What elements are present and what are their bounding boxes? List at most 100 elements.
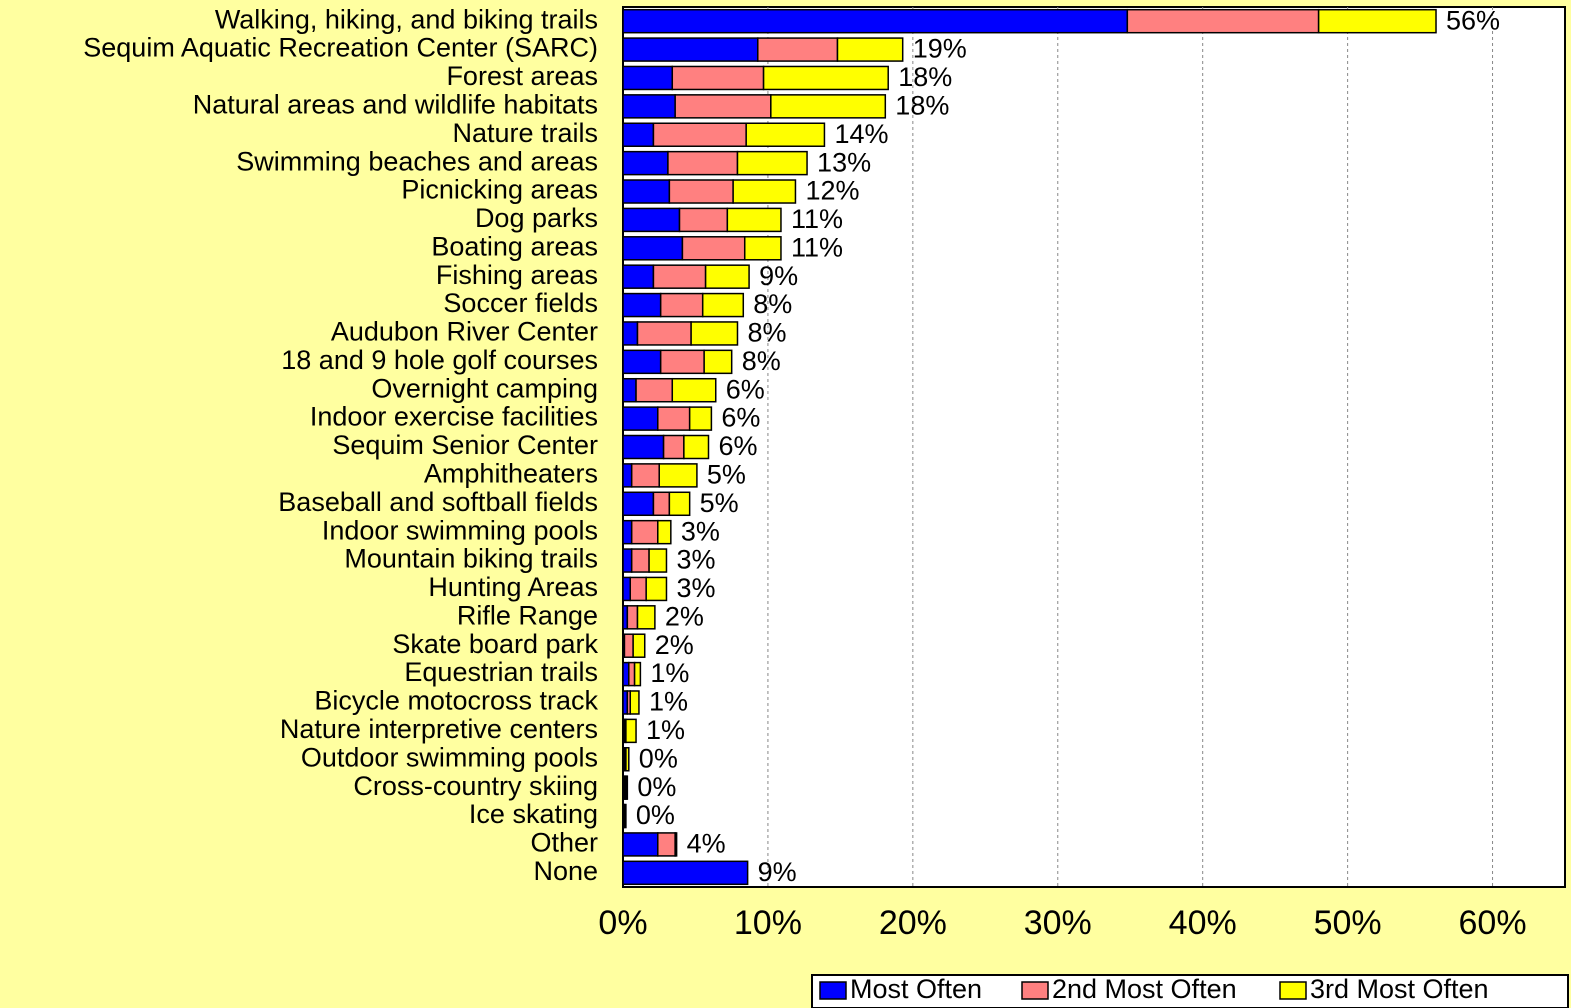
bar-segment — [622, 65, 674, 91]
y-tick-label: Skate board park — [392, 629, 598, 659]
bar-segment — [622, 491, 655, 517]
y-tick-label: Ice skating — [469, 799, 598, 829]
total-label: 8% — [742, 346, 781, 376]
y-tick-label: Natural areas and wildlife habitats — [193, 89, 598, 119]
total-label: 13% — [817, 147, 871, 177]
bar-segment — [657, 519, 672, 545]
total-label: 1% — [646, 715, 685, 745]
total-label: 5% — [700, 488, 739, 518]
bar-segment — [622, 236, 684, 261]
bar-segment — [629, 690, 640, 715]
bar-segment — [683, 434, 710, 460]
bar-segment — [622, 264, 655, 289]
bar-segment — [622, 548, 633, 573]
y-tick-label: Other — [530, 828, 598, 858]
bar-segment — [668, 179, 734, 204]
bar-segment — [628, 661, 636, 687]
bar-segment — [743, 236, 782, 261]
y-tick-label: Mountain biking trails — [344, 544, 598, 574]
bar-segment — [704, 264, 750, 289]
x-tick-label: 0% — [598, 904, 647, 942]
legend-swatch — [1279, 981, 1307, 1000]
total-label: 11% — [791, 232, 843, 262]
total-label: 8% — [747, 318, 786, 348]
x-tick-label: 30% — [1024, 904, 1092, 942]
y-tick-label: Cross-country skiing — [353, 771, 598, 801]
bar-segment — [770, 94, 887, 119]
total-label: 3% — [676, 545, 715, 575]
bar-segment — [836, 37, 904, 62]
bar-segment — [674, 94, 772, 119]
y-tick-label: Sequim Senior Center — [332, 430, 598, 460]
bar-segment — [659, 349, 705, 375]
bar-segment — [736, 150, 808, 176]
bar-segment — [635, 377, 674, 403]
total-label: 19% — [913, 34, 967, 64]
bar-segment — [630, 463, 660, 488]
bar-segment — [745, 122, 826, 147]
legend-swatch — [819, 981, 847, 1000]
total-label: 9% — [758, 857, 797, 887]
bar-segment — [636, 321, 692, 346]
legend-label: Most Often — [850, 974, 982, 1004]
bar-segment — [623, 633, 634, 658]
bar-segment — [622, 519, 633, 545]
y-tick-label: Baseball and softball fields — [278, 487, 598, 517]
y-tick-label: None — [533, 856, 598, 886]
bar-segment — [622, 94, 676, 119]
total-label: 6% — [721, 403, 760, 433]
bar-segment — [622, 406, 659, 431]
total-label: 12% — [805, 176, 859, 206]
bar-segment — [681, 236, 746, 261]
bar-segment — [636, 605, 656, 630]
bar-segment — [671, 377, 717, 403]
bar-segment — [622, 434, 665, 460]
y-tick-label: Indoor swimming pools — [322, 515, 598, 545]
bar-segment — [622, 860, 749, 886]
bar-segment — [690, 321, 739, 346]
bar-segment — [648, 548, 668, 573]
x-tick-label: 20% — [879, 904, 947, 942]
total-label: 18% — [895, 90, 949, 120]
y-tick-label: Rifle Range — [457, 600, 598, 630]
x-tick-label: 60% — [1459, 904, 1527, 942]
y-tick-label: Swimming beaches and areas — [236, 146, 598, 176]
total-label: 14% — [834, 119, 888, 149]
legend-swatch — [1021, 981, 1049, 1000]
bar-segment — [671, 65, 765, 91]
total-label: 3% — [681, 516, 720, 546]
x-tick-label: 40% — [1169, 904, 1237, 942]
total-label: 8% — [753, 289, 792, 319]
total-label: 3% — [676, 573, 715, 603]
y-tick-label: Boating areas — [431, 231, 598, 261]
bar-segment — [630, 519, 659, 545]
y-tick-label: Bicycle motocross track — [314, 686, 598, 716]
legend-label: 2nd Most Often — [1052, 974, 1237, 1004]
bar-segment — [622, 292, 662, 318]
bar-segment — [667, 150, 739, 176]
bar-segment — [622, 576, 631, 602]
total-label: 9% — [759, 261, 798, 291]
bar-segment — [678, 207, 729, 233]
bar-segment — [622, 377, 637, 403]
legend-label: 3rd Most Often — [1310, 974, 1489, 1004]
y-tick-label: Sequim Aquatic Recreation Center (SARC) — [83, 33, 598, 63]
bar-segment — [1126, 8, 1320, 34]
y-tick-label: Nature interpretive centers — [280, 714, 598, 744]
x-tick-label: 10% — [734, 904, 802, 942]
bar-segment — [652, 264, 707, 289]
bar-segment — [658, 463, 698, 488]
bar-segment — [1317, 8, 1437, 34]
y-tick-label: Fishing areas — [436, 260, 598, 290]
bar-segment — [622, 179, 671, 204]
total-label: 56% — [1446, 5, 1500, 35]
y-tick-label: 18 and 9 hole golf courses — [281, 345, 598, 375]
y-tick-label: Equestrian trails — [404, 657, 598, 687]
total-label: 5% — [707, 460, 746, 490]
bar-segment — [652, 122, 747, 147]
bar-segment — [622, 37, 759, 62]
total-label: 1% — [649, 687, 688, 717]
bar-segment — [622, 8, 1129, 34]
